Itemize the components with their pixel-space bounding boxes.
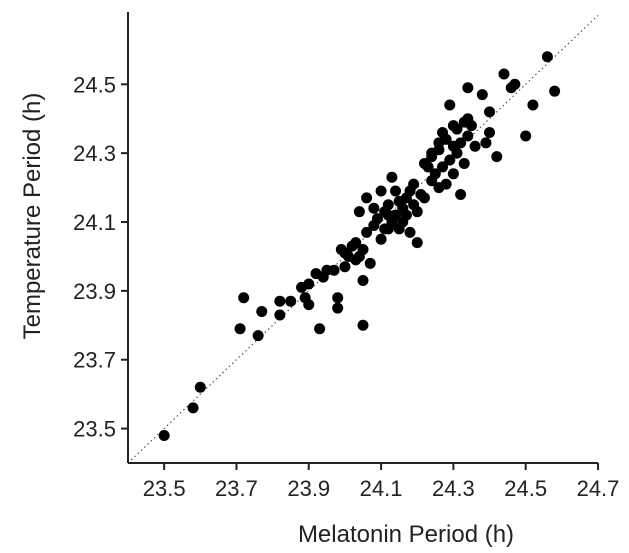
data-point bbox=[368, 202, 380, 214]
data-point bbox=[357, 319, 369, 331]
axes bbox=[121, 12, 599, 470]
data-point bbox=[335, 244, 347, 256]
data-point bbox=[303, 299, 315, 311]
data-point bbox=[375, 185, 387, 197]
x-tick-label: 24.1 bbox=[360, 476, 403, 501]
y-tick-label: 23.7 bbox=[73, 348, 116, 373]
data-point bbox=[437, 161, 449, 173]
data-point bbox=[404, 226, 416, 238]
data-point bbox=[343, 250, 355, 262]
data-point bbox=[314, 323, 326, 335]
data-point bbox=[444, 99, 456, 111]
data-point bbox=[379, 223, 391, 235]
reference-line-layer bbox=[127, 15, 599, 464]
data-point bbox=[437, 126, 449, 138]
x-tick-label: 23.9 bbox=[287, 476, 330, 501]
data-point bbox=[451, 147, 463, 159]
data-point bbox=[549, 85, 561, 97]
data-point bbox=[328, 264, 340, 276]
data-points bbox=[158, 51, 561, 441]
x-axis-title: Melatonin Period (h) bbox=[298, 521, 514, 548]
data-point bbox=[429, 168, 441, 180]
y-tick-label: 23.5 bbox=[73, 417, 116, 442]
data-point bbox=[491, 151, 503, 163]
data-point bbox=[397, 216, 409, 228]
data-point bbox=[375, 233, 387, 245]
data-point bbox=[357, 244, 369, 256]
data-point bbox=[444, 154, 456, 166]
y-tick-label: 24.1 bbox=[73, 210, 116, 235]
x-tick-label: 24.3 bbox=[432, 476, 475, 501]
data-point bbox=[332, 302, 344, 314]
data-point bbox=[498, 68, 510, 80]
data-point bbox=[541, 51, 553, 63]
data-point bbox=[285, 295, 297, 307]
data-point bbox=[361, 226, 373, 238]
data-point bbox=[390, 185, 402, 197]
y-tick-label: 23.9 bbox=[73, 279, 116, 304]
data-point bbox=[447, 120, 459, 132]
data-point bbox=[382, 209, 394, 221]
data-point bbox=[509, 78, 521, 90]
data-point bbox=[440, 178, 452, 190]
data-point bbox=[350, 237, 362, 249]
data-point bbox=[386, 171, 398, 183]
data-point bbox=[400, 192, 412, 204]
data-point bbox=[527, 99, 539, 111]
data-point bbox=[357, 275, 369, 287]
data-point bbox=[469, 140, 481, 152]
data-point bbox=[303, 278, 315, 290]
data-point bbox=[484, 126, 496, 138]
x-tick-label: 23.7 bbox=[215, 476, 258, 501]
data-point bbox=[256, 306, 268, 318]
data-point bbox=[476, 89, 488, 101]
data-point bbox=[339, 261, 351, 273]
data-point bbox=[484, 106, 496, 118]
data-point bbox=[411, 237, 423, 249]
identity-reference-line bbox=[127, 15, 599, 464]
y-tick-label: 24.5 bbox=[73, 72, 116, 97]
data-point bbox=[462, 113, 474, 125]
data-point bbox=[433, 137, 445, 149]
y-axis-title: Temperature Period (h) bbox=[19, 93, 46, 340]
x-tick-label: 24.7 bbox=[577, 476, 620, 501]
y-tick-label: 24.3 bbox=[73, 141, 116, 166]
tick-labels: 23.5 23.7 23.9 24.1 24.3 24.5 24.7 23.5 23.7 23.9… bbox=[73, 72, 619, 501]
data-point bbox=[158, 429, 170, 441]
data-point bbox=[447, 168, 459, 180]
data-point bbox=[274, 295, 286, 307]
data-point bbox=[274, 309, 286, 321]
data-point bbox=[194, 381, 206, 393]
data-point bbox=[520, 130, 532, 142]
data-point bbox=[382, 199, 394, 211]
data-point bbox=[462, 130, 474, 142]
data-point bbox=[234, 323, 246, 335]
data-point bbox=[238, 292, 250, 304]
data-point bbox=[364, 257, 376, 269]
data-point bbox=[426, 147, 438, 159]
data-point bbox=[418, 157, 430, 169]
data-point bbox=[418, 192, 430, 204]
data-point bbox=[455, 188, 467, 200]
x-tick-label: 23.5 bbox=[143, 476, 186, 501]
data-point bbox=[353, 206, 365, 218]
data-point bbox=[371, 213, 383, 225]
data-point bbox=[458, 157, 470, 169]
data-point bbox=[462, 82, 474, 94]
data-point bbox=[361, 192, 373, 204]
data-point bbox=[332, 292, 344, 304]
data-point bbox=[480, 137, 492, 149]
data-point bbox=[408, 178, 420, 190]
x-tick-label: 24.5 bbox=[504, 476, 547, 501]
data-point bbox=[455, 137, 467, 149]
data-point bbox=[411, 206, 423, 218]
data-point bbox=[187, 402, 199, 414]
data-point bbox=[252, 330, 264, 342]
